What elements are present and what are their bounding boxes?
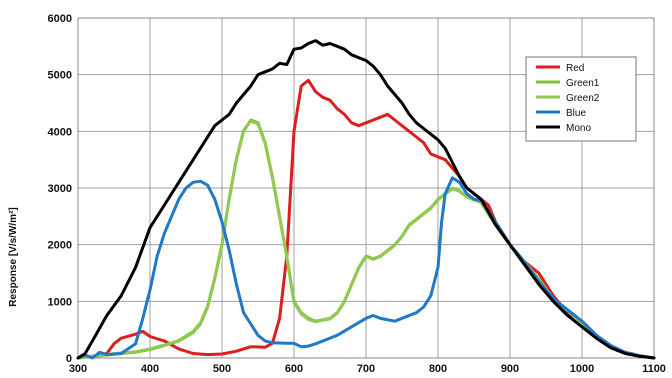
plot-frame <box>77 17 655 359</box>
legend-label-mono: Mono <box>566 123 591 134</box>
y-tick-label: 3000 <box>48 183 72 195</box>
y-tick-label: 2000 <box>48 240 72 252</box>
tick-labels: 300 400 500 600 700 800 900 1000 1100 0 1000 2000 30… <box>48 13 666 375</box>
series-line-mono <box>76 39 656 360</box>
y-axis-label: Response [V/s/W/m²] <box>8 207 19 306</box>
x-tick-label: 900 <box>501 363 519 375</box>
legend-label-blue: Blue <box>566 108 586 119</box>
x-tick-label: 600 <box>285 363 303 375</box>
x-tick-label: 800 <box>429 363 447 375</box>
legend-label-red: Red <box>566 63 584 74</box>
series-lines <box>76 39 656 360</box>
legend-label-green1: Green1 <box>566 78 600 89</box>
legend: Red Green1 Green2 Blue Mono <box>525 56 637 142</box>
x-tick-label: 1000 <box>570 363 594 375</box>
y-tick-label: 6000 <box>48 13 72 25</box>
x-tick-label: 300 <box>69 363 87 375</box>
y-tick-label: 1000 <box>48 296 72 308</box>
plot-border <box>77 17 655 359</box>
y-tick-label: 5000 <box>48 70 72 82</box>
y-tick-label: 4000 <box>48 126 72 138</box>
x-tick-label: 700 <box>357 363 375 375</box>
x-tick-label: 500 <box>213 363 231 375</box>
x-tick-label: 1100 <box>642 363 666 375</box>
x-tick-label: 400 <box>141 363 159 375</box>
y-tick-label: 0 <box>66 353 72 365</box>
legend-label-green2: Green2 <box>566 93 600 104</box>
